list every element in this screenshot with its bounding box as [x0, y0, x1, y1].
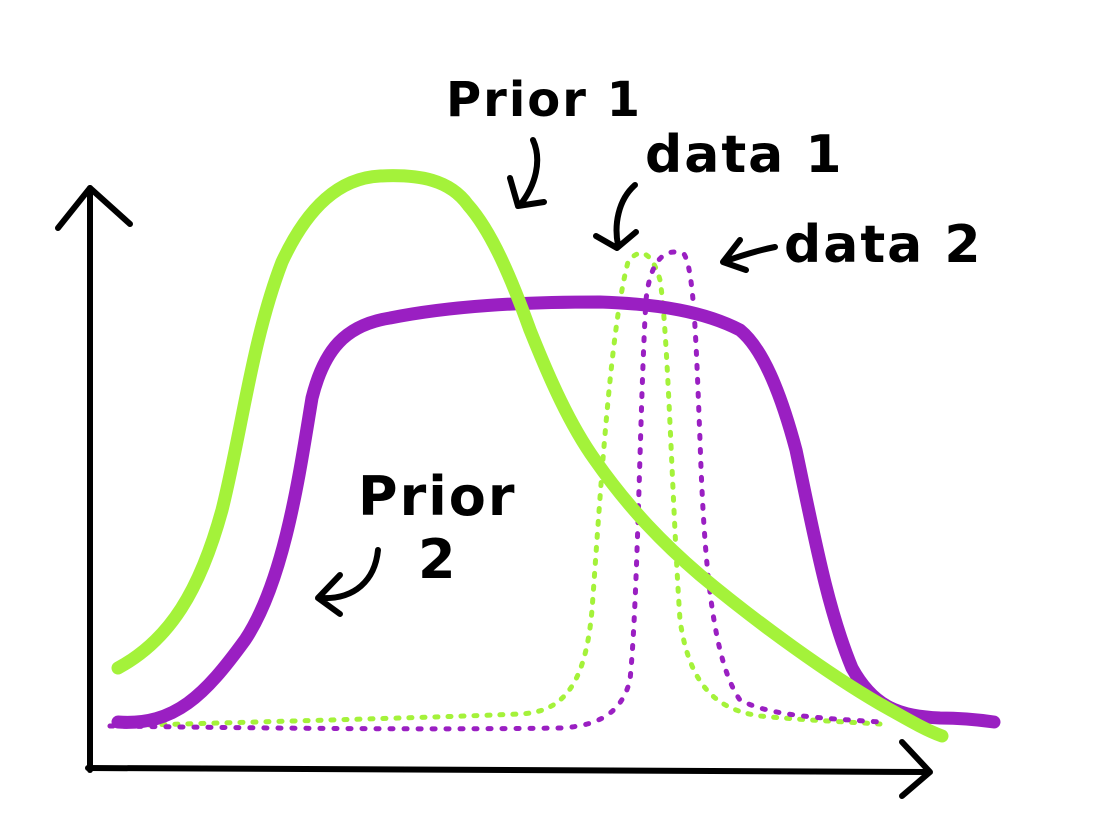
label-data2: data 2 — [784, 215, 983, 275]
series-data2-curve — [107, 249, 883, 732]
x-axis — [85, 765, 931, 775]
axes — [55, 185, 933, 799]
arrow-prior2 — [315, 547, 381, 617]
label-prior2-line2: 2 — [418, 528, 458, 591]
arrow-prior1 — [507, 137, 547, 209]
x-axis-arrowhead — [899, 739, 933, 799]
y-axis-arrowhead — [55, 185, 133, 231]
series-data1-curve — [107, 250, 883, 729]
arrow-data2 — [720, 237, 778, 273]
annotation-arrows — [315, 137, 778, 617]
label-data1: data 1 — [645, 125, 844, 185]
series-prior2-curve — [111, 295, 1001, 729]
label-prior1: Prior 1 — [446, 72, 642, 128]
label-prior2-line1: Prior — [358, 465, 516, 528]
arrow-data1 — [593, 182, 639, 251]
series-prior1-curve — [111, 169, 949, 743]
